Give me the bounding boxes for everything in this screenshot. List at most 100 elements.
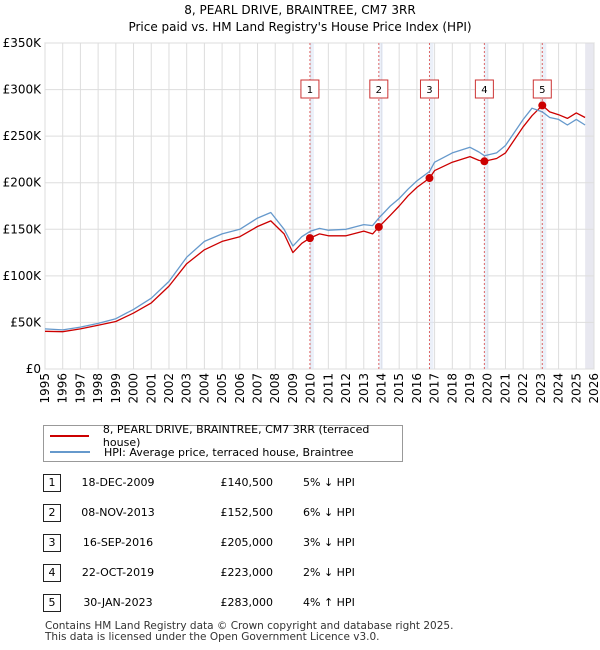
sale-number: 3 [43,534,61,552]
x-tick-label: 1999 [109,373,123,404]
x-tick-label: 2016 [410,373,424,404]
footer-line-2: This data is licensed under the Open Gov… [45,631,380,643]
x-tick-label: 1996 [56,373,70,404]
sale-price: £223,000 [220,566,274,579]
legend-label-hpi: HPI: Average price, terraced house, Brai… [104,445,354,459]
sale-label-number: 2 [376,85,382,96]
x-tick-label: 2006 [233,373,247,404]
sale-number: 1 [43,474,61,492]
x-tick-label: 2003 [180,373,194,404]
x-tick-label: 2013 [357,373,371,404]
sale-row: 1 18-DEC-2009 £140,500 5% ↓ HPI [43,474,443,492]
legend-label-price-paid: 8, PEARL DRIVE, BRAINTREE, CM7 3RR (terr… [102,423,370,449]
hpi-line [44,107,586,331]
sale-date: 18-DEC-2009 [81,476,155,489]
legend-item-price-paid: 8, PEARL DRIVE, BRAINTREE, CM7 3RR (terr… [50,423,402,449]
sale-band [484,43,489,369]
y-tick-label: £150K [3,222,43,236]
sale-point [374,222,383,231]
sale-number: 4 [43,564,61,582]
series-lines [44,104,586,333]
x-tick-label: 2026 [587,373,600,404]
x-tick-label: 2025 [569,373,583,404]
sale-point [480,157,489,166]
x-tick-label: 2022 [516,373,530,404]
sale-band [429,43,434,369]
sale-markers [309,43,547,369]
sale-number: 2 [43,504,61,522]
y-tick-label: £300K [3,83,43,97]
y-tick-label: £200K [3,176,43,190]
x-tick-label: 2021 [498,373,512,404]
x-tick-label: 2012 [339,373,353,404]
sale-label-box [474,79,494,99]
legend-item-hpi: HPI: Average price, terraced house, Brai… [50,444,354,460]
sale-price: £205,000 [220,536,274,549]
x-tick-label: 2001 [144,373,158,404]
grid-lines [44,42,595,370]
sale-price: £152,500 [220,506,274,519]
sale-point [425,174,434,183]
forecast-shading [585,43,594,369]
sale-hpi-diff: 6% ↓ HPI [303,506,355,519]
x-tick-label: 2007 [251,373,265,404]
price-paid-line [44,104,586,333]
x-tick-label: 1995 [38,373,52,404]
x-tick-label: 2019 [463,373,477,404]
sale-hpi-diff: 3% ↓ HPI [303,536,355,549]
sale-date: 08-NOV-2013 [81,506,155,519]
x-tick-label: 2010 [304,373,318,404]
x-tick-label: 2017 [428,373,442,404]
x-tick-label: 2009 [286,373,300,404]
sale-row: 4 22-OCT-2019 £223,000 2% ↓ HPI [43,564,443,582]
x-tick-label: 2018 [445,373,459,404]
x-tick-label: 2023 [534,373,548,404]
sale-row: 3 16-SEP-2016 £205,000 3% ↓ HPI [43,534,443,552]
x-tick-label: 1998 [91,373,105,404]
price-chart: 8, PEARL DRIVE, BRAINTREE, CM7 3RR Price… [3,3,600,404]
sale-price: £140,500 [220,476,274,489]
sale-label-number: 5 [539,85,545,96]
y-tick-label: £50K [10,315,42,329]
sale-point [305,234,314,243]
x-tick-label: 2004 [197,373,211,404]
footer-attribution: Contains HM Land Registry data © Crown c… [45,621,453,643]
x-tick-label: 1997 [73,373,87,404]
hpi-swatch [50,451,90,453]
sale-hpi-diff: 4% ↑ HPI [303,596,355,609]
sale-label-box [532,79,552,99]
chart-subtitle: Price paid vs. HM Land Registry's House … [128,20,471,34]
y-tick-label: £350K [3,36,43,50]
y-tick-label: £0 [26,362,41,376]
sale-date: 16-SEP-2016 [82,536,154,549]
sale-label-number: 3 [426,85,432,96]
sale-label-number: 4 [481,85,487,96]
x-tick-label: 2015 [392,373,406,404]
x-axis-ticks: 1995 1996 1997 1998 1999 2000 2001 2002 2003 2004… [38,373,600,404]
sale-number: 5 [43,594,61,612]
y-tick-label: £100K [3,269,43,283]
sale-date: 22-OCT-2019 [81,566,155,579]
price-paid-swatch [50,435,89,437]
x-tick-label: 2000 [127,373,141,404]
x-tick-label: 2011 [321,373,335,404]
sale-hpi-diff: 2% ↓ HPI [303,566,355,579]
sale-date: 30-JAN-2023 [83,596,153,609]
sale-label-number: 1 [307,85,313,96]
sale-points [305,101,547,243]
x-tick-label: 2024 [552,373,566,404]
sale-label-box [369,79,389,99]
footer-line-1: Contains HM Land Registry data © Crown c… [45,620,454,632]
x-tick-label: 2014 [374,373,388,404]
sale-price: £283,000 [220,596,274,609]
y-axis-ticks: £0 £50K £100K £150K £200K £250K £300K £350K [3,36,43,376]
sale-band [309,43,314,369]
sale-row: 5 30-JAN-2023 £283,000 4% ↑ HPI [43,594,443,612]
chart-legend: 8, PEARL DRIVE, BRAINTREE, CM7 3RR (terr… [43,423,403,462]
plot-area [44,42,595,370]
chart-title: 8, PEARL DRIVE, BRAINTREE, CM7 3RR [184,3,415,17]
y-tick-label: £250K [3,129,43,143]
sale-label-box [419,79,439,99]
sale-point [538,101,547,110]
x-tick-label: 2020 [481,373,495,404]
